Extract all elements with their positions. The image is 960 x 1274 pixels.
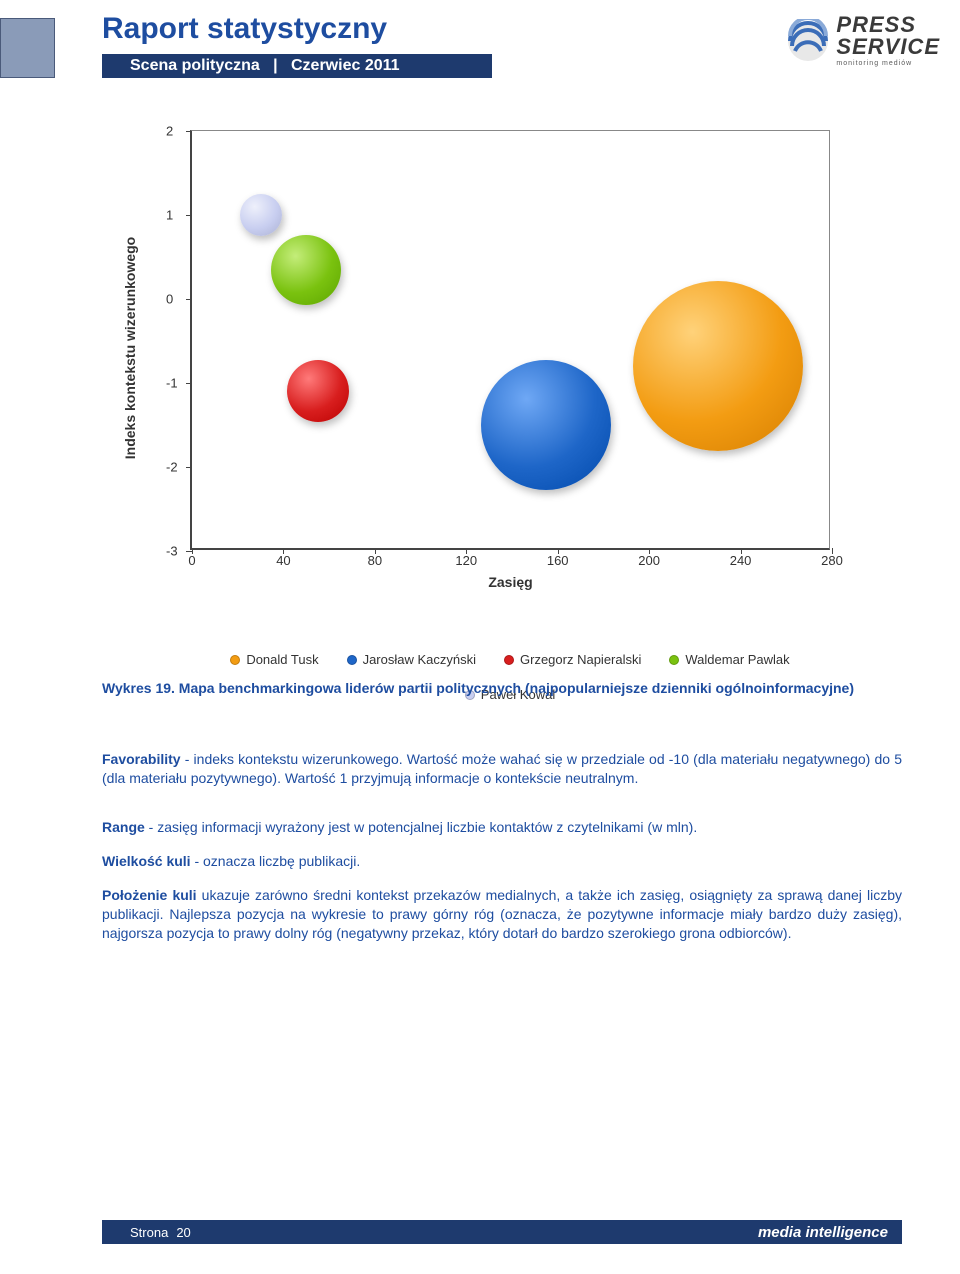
legend-label: Grzegorz Napieralski [520,652,641,667]
figure-caption: Wykres 19. Mapa benchmarkingowa liderów … [102,680,902,696]
bubble-paweł-kowal [240,194,282,236]
y-tick-label: -3 [166,544,178,559]
x-tick-label: 80 [368,553,382,568]
paragraph-range: Range - zasięg informacji wyrażony jest … [102,818,902,837]
paragraph-position: Położenie kuli ukazuje zarówno średni ko… [102,886,902,943]
legend-item: Jarosław Kaczyński [347,652,476,667]
y-tick-label: 1 [166,208,173,223]
x-tick-label: 160 [547,553,569,568]
legend-label: Donald Tusk [246,652,318,667]
x-tick-label: 200 [638,553,660,568]
legend-item: Donald Tusk [230,652,318,667]
subtitle-bar: Scena polityczna | Czerwiec 2011 [102,54,492,78]
caption-prefix: Wykres 19. [102,680,175,696]
x-tick-label: 40 [276,553,290,568]
p2-bold: Range [102,819,145,835]
caption-rest: Mapa benchmarkingowa liderów partii poli… [179,680,854,696]
legend-swatch-icon [347,655,357,665]
bubble-jarosław-kaczyński [481,360,611,490]
brand-logo: PRESS SERVICE monitoring mediów [786,14,940,67]
logo-tagline: monitoring mediów [836,60,940,67]
p2-rest: - zasięg informacji wyrażony jest w pote… [145,819,697,835]
bubble-waldemar-pawlak [271,235,341,305]
p3-bold: Wielkość kuli [102,853,191,869]
y-tick-label: -1 [166,376,178,391]
legend-item: Grzegorz Napieralski [504,652,641,667]
header-block: Raport statystyczny Scena polityczna | C… [102,12,902,78]
legend-swatch-icon [230,655,240,665]
legend-label: Waldemar Pawlak [685,652,789,667]
footer-bar: Strona 20 media intelligence [102,1220,902,1244]
p4-rest: ukazuje zarówno średni kontekst przekazó… [102,887,902,941]
bubble-donald-tusk [633,281,803,451]
logo-icon [786,19,830,63]
legend-swatch-icon [669,655,679,665]
paragraph-favorability: Favorability - indeks kontekstu wizerunk… [102,750,902,788]
subtitle-left: Scena polityczna [130,57,260,74]
plot-area: Zasięg -3-2-101204080120160200240280 [190,130,830,550]
y-axis-label: Indeks kontekstu wizerunkowego [122,237,138,460]
legend-item: Waldemar Pawlak [669,652,789,667]
legend-label: Jarosław Kaczyński [363,652,476,667]
left-accent-bar [0,18,55,78]
y-tick-label: 2 [166,124,173,139]
y-tick-label: 0 [166,292,173,307]
p4-bold: Położenie kuli [102,887,197,903]
page-title: Raport statystyczny [102,12,902,46]
p1-rest: - indeks kontekstu wizerunkowego. Wartoś… [102,751,902,786]
x-tick-label: 120 [455,553,477,568]
footer-brand: media intelligence [758,1224,888,1241]
x-tick-label: 240 [730,553,752,568]
y-tick-label: -2 [166,460,178,475]
x-tick-label: 0 [188,553,195,568]
p1-bold: Favorability [102,751,181,767]
x-axis-label: Zasięg [488,574,532,590]
logo-line1: PRESS [836,14,940,36]
footer-page-number: 20 [176,1225,190,1240]
paragraph-size: Wielkość kuli - oznacza liczbę publikacj… [102,852,902,871]
subtitle-right: Czerwiec 2011 [291,57,400,74]
footer-page-label: Strona [130,1225,168,1240]
p3-rest: - oznacza liczbę publikacji. [191,853,361,869]
legend-swatch-icon [504,655,514,665]
subtitle-sep: | [273,57,277,74]
bubble-chart: Indeks kontekstu wizerunkowego Zasięg -3… [140,130,850,630]
x-tick-label: 280 [821,553,843,568]
bubble-grzegorz-napieralski [287,360,349,422]
logo-line2: SERVICE [836,36,940,58]
